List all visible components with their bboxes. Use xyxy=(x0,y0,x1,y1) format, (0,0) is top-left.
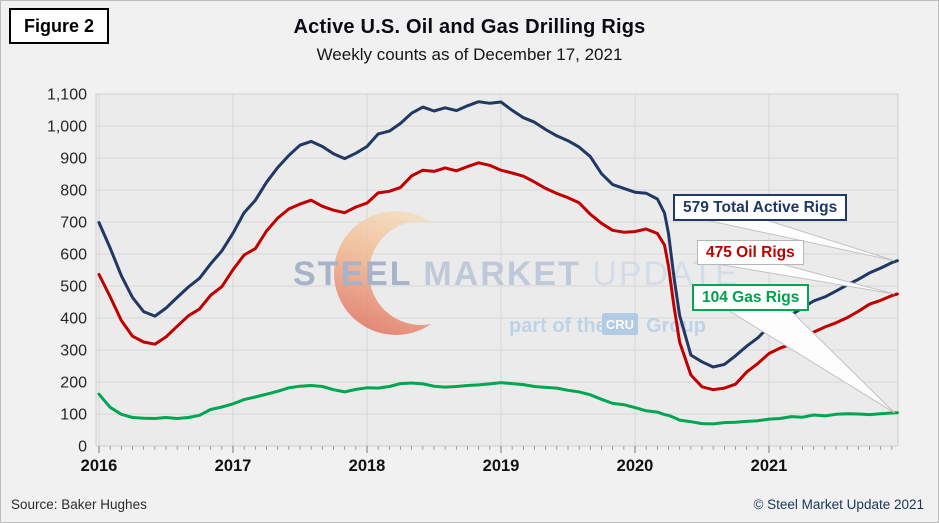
svg-text:400: 400 xyxy=(60,311,87,328)
svg-text:2019: 2019 xyxy=(483,457,520,475)
svg-text:2016: 2016 xyxy=(81,457,118,475)
svg-text:0: 0 xyxy=(78,439,87,456)
source-text: Source: Baker Hughes xyxy=(11,497,147,512)
svg-text:900: 900 xyxy=(60,151,87,168)
svg-text:2020: 2020 xyxy=(617,457,654,475)
svg-text:600: 600 xyxy=(60,247,87,264)
figure-label: Figure 2 xyxy=(9,8,109,44)
chart-title: Active U.S. Oil and Gas Drilling Rigs xyxy=(293,16,646,38)
svg-text:2017: 2017 xyxy=(215,457,252,475)
chart-subtitle: Weekly counts as of December 17, 2021 xyxy=(316,45,623,64)
svg-text:2018: 2018 xyxy=(349,457,386,475)
svg-text:800: 800 xyxy=(60,183,87,200)
svg-text:CRU: CRU xyxy=(606,317,634,332)
callout-oil-rigs: 475 Oil Rigs xyxy=(697,240,804,266)
svg-text:2021: 2021 xyxy=(751,457,788,475)
svg-text:700: 700 xyxy=(60,215,87,232)
svg-text:1,000: 1,000 xyxy=(47,119,87,136)
callout-total-rigs: 579 Total Active Rigs xyxy=(673,194,848,222)
svg-text:part of the: part of the xyxy=(509,315,607,337)
svg-text:1,100: 1,100 xyxy=(47,87,87,104)
svg-text:500: 500 xyxy=(60,279,87,296)
copyright-text: © Steel Market Update 2021 xyxy=(753,497,924,512)
svg-text:100: 100 xyxy=(60,407,87,424)
svg-text:200: 200 xyxy=(60,375,87,392)
svg-text:300: 300 xyxy=(60,343,87,360)
callout-gas-rigs: 104 Gas Rigs xyxy=(692,284,810,312)
